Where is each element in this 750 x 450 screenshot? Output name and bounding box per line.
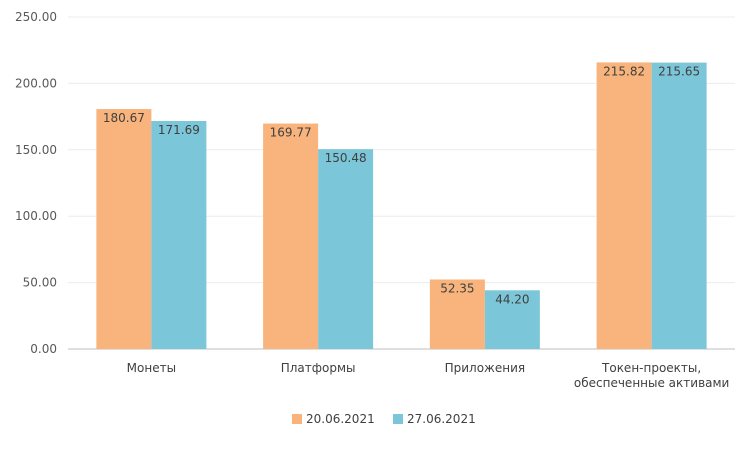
category-label-line: Приложения (445, 361, 526, 375)
bar (484, 290, 540, 349)
category-label-line: Токен-проекты, (601, 361, 701, 375)
data-label: 171.69 (158, 123, 200, 137)
category-label-line: Монеты (127, 361, 176, 375)
bar (651, 62, 707, 350)
data-labels: 180.67 171.69 169.77 150.48 52.35 44.20 215.82… (103, 64, 700, 306)
data-label: 150.48 (325, 151, 367, 165)
category-label: Приложения (445, 361, 526, 375)
bar (596, 62, 652, 349)
legend: 20.06.2021 27.06.2021 (292, 412, 476, 426)
y-axis-ticks: 0.00 50.00 100.00 150.00 200.00 250.00 (15, 10, 57, 356)
bar (263, 123, 319, 349)
data-label: 169.77 (270, 126, 312, 140)
bar (318, 149, 374, 349)
legend-swatch (292, 414, 302, 424)
bar (151, 120, 207, 349)
y-tick-label: 50.00 (23, 276, 57, 290)
bar (429, 279, 485, 349)
y-tick-label: 200.00 (15, 76, 57, 90)
category-label: Токен-проекты, обеспеченные активами (574, 361, 729, 390)
category-label-line: обеспеченные активами (574, 376, 729, 390)
data-label: 52.35 (440, 281, 474, 295)
category-label: Платформы (281, 361, 356, 375)
category-label: Монеты (127, 361, 176, 375)
y-tick-label: 100.00 (15, 209, 57, 223)
bars (96, 62, 707, 350)
x-axis-categories: Монеты Платформы Приложения Токен-проекты, о… (127, 361, 730, 390)
data-label: 180.67 (103, 111, 145, 125)
legend-swatch (393, 414, 403, 424)
data-label: 215.82 (603, 64, 645, 78)
data-label: 215.65 (658, 65, 700, 79)
data-label: 44.20 (495, 292, 529, 306)
legend-label: 20.06.2021 (306, 412, 375, 426)
legend-label: 27.06.2021 (407, 412, 476, 426)
category-label-line: Платформы (281, 361, 356, 375)
bar (96, 109, 152, 349)
y-tick-label: 0.00 (30, 342, 57, 356)
y-tick-label: 250.00 (15, 10, 57, 24)
y-tick-label: 150.00 (15, 143, 57, 157)
